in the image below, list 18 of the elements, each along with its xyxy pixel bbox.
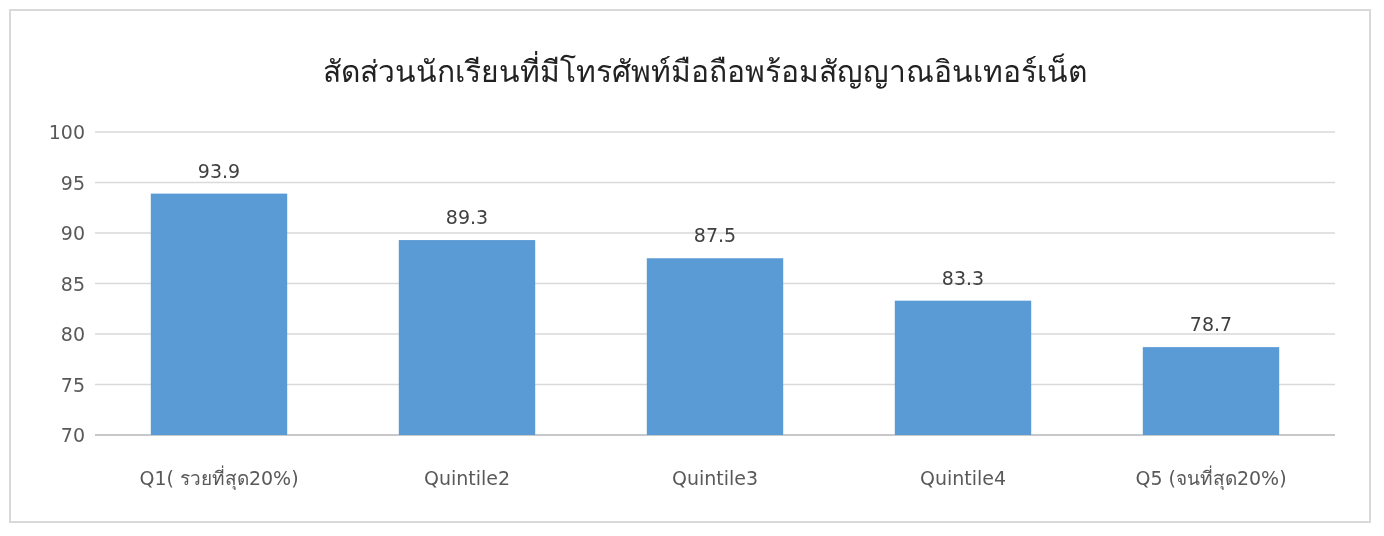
data-label: 93.9: [197, 159, 241, 182]
data-label: 87.5: [693, 224, 737, 247]
x-tick-label: Quintile4: [919, 467, 1007, 489]
chart-title: สัดส่วนนักเรียนที่มีโทรศัพท์มือถือพร้อมสัญญาณอินเทอร์เน็ต: [323, 51, 1087, 89]
x-tick-label: Q1( รวยที่สุด20%): [139, 465, 299, 491]
y-tick-label: 80: [60, 323, 85, 345]
y-tick-label: 100: [48, 121, 85, 143]
y-tick-label: 95: [60, 171, 85, 194]
y-tick-label: 85: [60, 272, 85, 295]
data-label: 89.3: [445, 206, 489, 229]
x-tick-label: Quintile3: [671, 467, 759, 489]
data-label: 78.7: [1189, 313, 1233, 336]
y-tick-label: 90: [60, 222, 85, 244]
y-tick-label: 70: [60, 424, 85, 446]
x-tick-label: Q5 (จนที่สุด20%): [1135, 465, 1287, 491]
data-label: 83.3: [941, 266, 985, 289]
y-tick-label: 75: [60, 373, 85, 396]
x-tick-label: Quintile2: [423, 467, 511, 489]
